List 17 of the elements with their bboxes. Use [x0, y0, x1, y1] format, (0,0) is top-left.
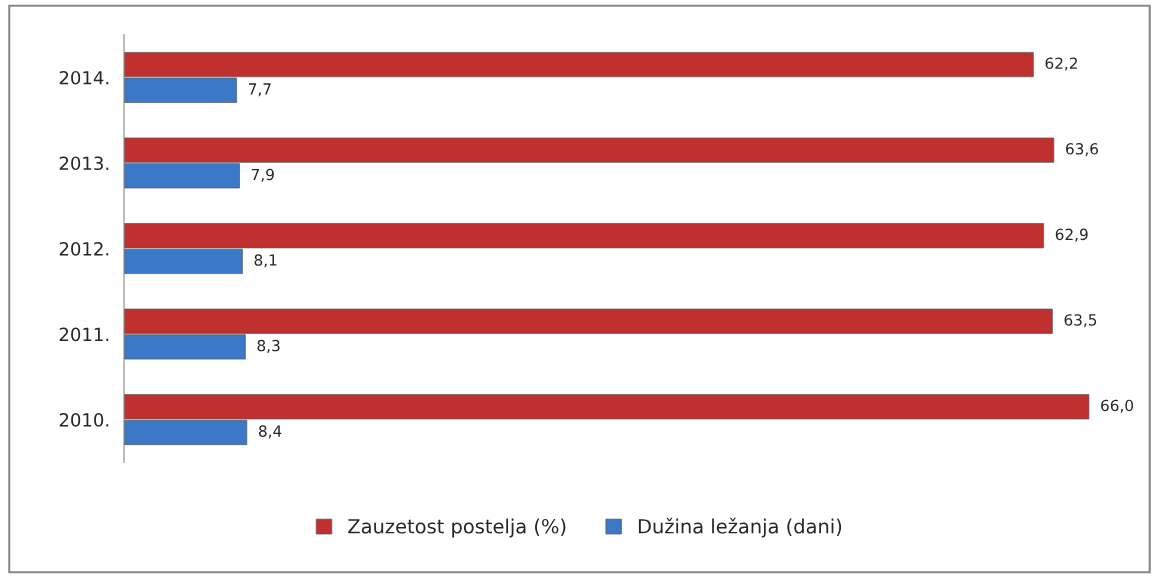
data-label: 62,2: [1045, 57, 1077, 71]
y-tick-label: 2014.: [59, 70, 109, 85]
data-label: 7,7: [248, 83, 271, 97]
y-tick-label: 2012.: [59, 242, 109, 256]
y-tick-label: 2011.: [59, 327, 109, 342]
data-label: 66,0: [1101, 399, 1134, 413]
y-tick-label: 2013.: [59, 156, 109, 171]
data-label: 63,6: [1066, 143, 1098, 157]
data-label: 8,4: [258, 425, 282, 439]
data-label: 8,3: [257, 339, 280, 353]
data-label: 63,5: [1064, 314, 1097, 328]
legend-label: Zauzetost postelja (%): [348, 518, 566, 538]
data-label: 7,9: [251, 168, 274, 182]
legend-label: Dužina ležanja (dani): [638, 517, 842, 538]
data-label: 62,9: [1055, 228, 1088, 242]
y-tick-label: 2010.: [59, 413, 109, 427]
data-label: 8,1: [254, 254, 277, 268]
